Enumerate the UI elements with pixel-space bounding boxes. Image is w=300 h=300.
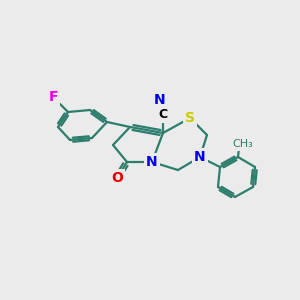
Text: CH₃: CH₃ (232, 139, 254, 149)
Text: F: F (48, 90, 58, 104)
Text: S: S (185, 111, 195, 125)
Text: N: N (146, 155, 158, 169)
Text: C: C (158, 109, 168, 122)
Text: N: N (154, 93, 166, 107)
Text: N: N (194, 150, 206, 164)
Text: O: O (111, 171, 123, 185)
